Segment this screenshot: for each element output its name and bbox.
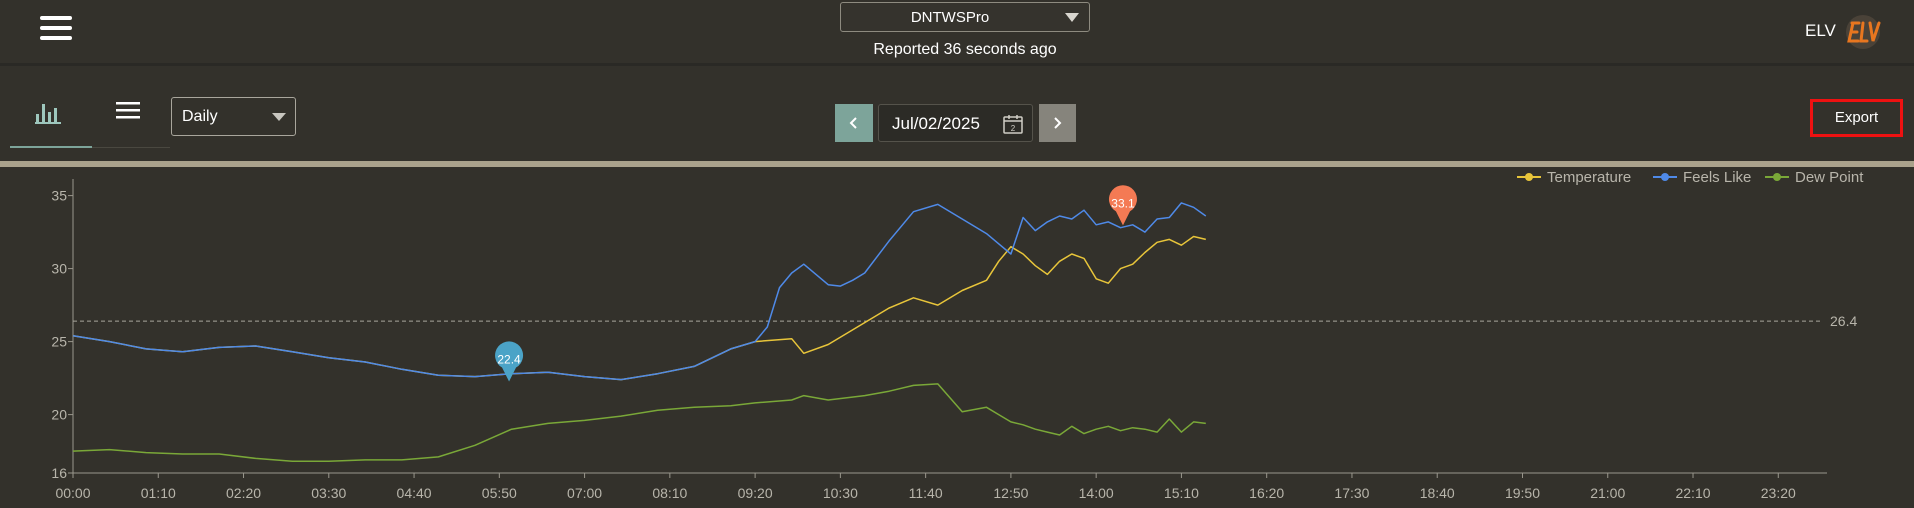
x-tick-label: 22:10 <box>1675 485 1710 501</box>
marker-label: 22.4 <box>497 353 521 367</box>
legend-label: Temperature <box>1547 169 1631 186</box>
device-select-value: DNTWSPro <box>910 9 990 26</box>
tab-list[interactable] <box>92 88 170 148</box>
next-date-button[interactable] <box>1039 104 1076 142</box>
x-tick-label: 21:00 <box>1590 485 1625 501</box>
chevron-right-icon <box>1054 117 1062 129</box>
legend-item-dew-point[interactable]: Dew Point <box>1765 169 1864 186</box>
x-tick-label: 23:20 <box>1761 485 1796 501</box>
x-tick-label: 08:10 <box>652 485 687 501</box>
x-tick-label: 01:10 <box>141 485 176 501</box>
reference-line-label: 26.4 <box>1830 313 1857 329</box>
y-tick-label: 16 <box>51 465 67 481</box>
legend-swatch-dot <box>1773 173 1781 181</box>
x-tick-label: 19:50 <box>1505 485 1540 501</box>
x-tick-label: 17:30 <box>1334 485 1369 501</box>
y-tick-label: 35 <box>51 188 67 204</box>
reported-status: Reported 36 seconds ago <box>873 41 1057 58</box>
series-line-feels-like <box>72 202 1207 381</box>
x-tick-label: 04:40 <box>397 485 432 501</box>
x-tick-label: 05:50 <box>482 485 517 501</box>
divider <box>0 161 1914 167</box>
elv-logo-icon <box>1846 15 1881 49</box>
x-tick-label: 15:10 <box>1164 485 1199 501</box>
reference-line: 26.4 <box>73 313 1857 329</box>
x-tick-label: 09:20 <box>738 485 773 501</box>
legend-item-temperature[interactable]: Temperature <box>1517 169 1631 186</box>
legend-item-feels-like[interactable]: Feels Like <box>1653 169 1751 186</box>
x-tick-label: 11:40 <box>909 485 943 501</box>
y-tick-label: 30 <box>51 261 67 277</box>
series-line-dew-point <box>72 383 1206 463</box>
caret-down-icon <box>272 113 286 121</box>
marker-max: 33.1 <box>1108 185 1137 226</box>
series-line-temperature <box>72 235 1206 381</box>
weather-chart: Temperature Feels Like Dew Point 16 20 25 30 3… <box>51 169 1864 501</box>
hamburger-icon[interactable] <box>40 16 72 44</box>
top-bar: DNTWSPro Reported 36 seconds ago ELV <box>0 0 1914 66</box>
period-select-value: Daily <box>182 108 218 125</box>
x-tick-label: 16:20 <box>1249 485 1284 501</box>
tab-chart[interactable] <box>10 88 92 148</box>
legend-swatch-dot <box>1661 173 1669 181</box>
legend-swatch-dot <box>1525 173 1533 181</box>
marker-label: 33.1 <box>1111 196 1135 210</box>
svg-text:2: 2 <box>1011 124 1016 133</box>
y-tick-label: 20 <box>51 407 67 423</box>
marker-pin <box>1108 185 1137 226</box>
bar-chart-icon <box>35 104 61 124</box>
chevron-left-icon <box>849 117 857 129</box>
marker-pin <box>495 341 524 382</box>
x-tick-label: 14:00 <box>1079 485 1114 501</box>
brand-text: ELV <box>1805 21 1836 40</box>
x-tick-label: 12:50 <box>993 485 1028 501</box>
export-button[interactable]: Export <box>1810 99 1903 137</box>
x-tick-label: 02:20 <box>226 485 261 501</box>
list-icon <box>116 102 140 119</box>
caret-down-icon <box>1065 13 1079 22</box>
chart-axes: 16 20 25 30 35 00:00 01:10 02:20 03:30 04:40 05:50… <box>51 179 1827 501</box>
x-tick-label: 07:00 <box>567 485 602 501</box>
period-select[interactable]: Daily <box>171 97 296 136</box>
chart-markers: 22.4 33.1 <box>495 185 1137 382</box>
chart-legend: Temperature Feels Like Dew Point <box>1517 169 1864 186</box>
legend-label: Feels Like <box>1683 169 1751 186</box>
device-select[interactable]: DNTWSPro <box>840 2 1090 32</box>
x-tick-label: 00:00 <box>55 485 90 501</box>
y-tick-label: 25 <box>51 334 67 350</box>
x-tick-label: 18:40 <box>1420 485 1455 501</box>
chart-series <box>72 202 1207 463</box>
marker-min: 22.4 <box>495 341 524 382</box>
toolbar: Daily Jul/02/2025 2 Export <box>0 66 1914 162</box>
date-value: Jul/02/2025 <box>892 114 980 133</box>
date-picker[interactable]: Jul/02/2025 2 <box>878 104 1033 142</box>
x-tick-label: 10:30 <box>823 485 858 501</box>
x-tick-label: 03:30 <box>311 485 346 501</box>
legend-label: Dew Point <box>1795 169 1864 186</box>
prev-date-button[interactable] <box>835 104 873 142</box>
calendar-icon: 2 <box>1003 115 1023 134</box>
